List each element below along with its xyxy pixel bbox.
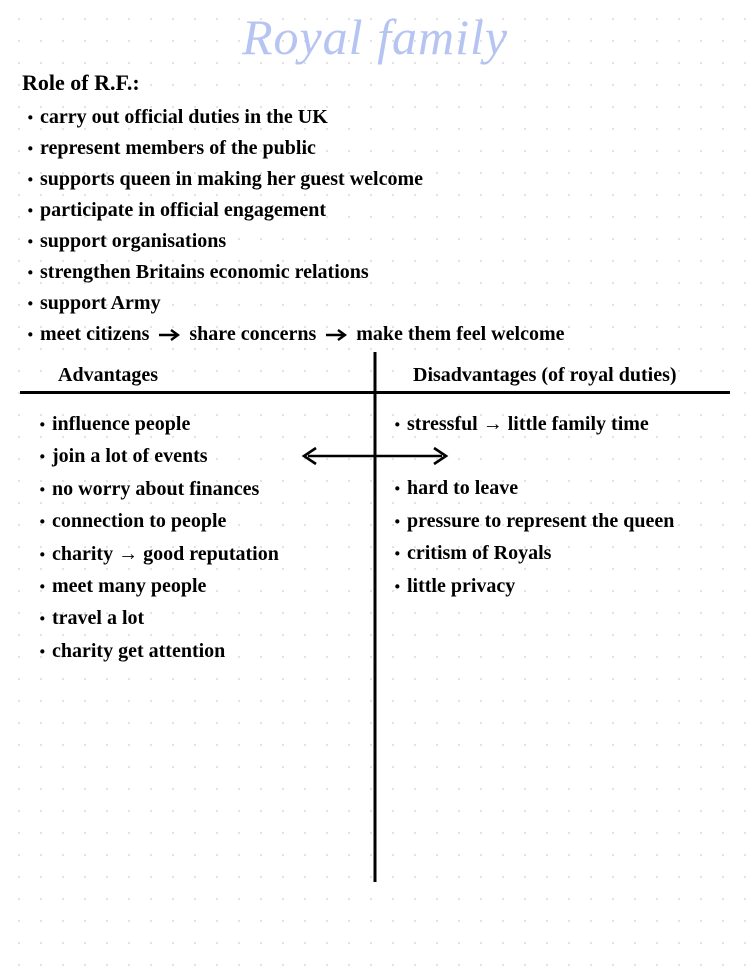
role-item: strengthen Britains economic relations <box>26 257 730 288</box>
advantage-item: connection to people <box>38 505 363 537</box>
role-item: carry out official duties in the UK <box>26 102 730 133</box>
arrow-right-icon <box>158 329 180 341</box>
advantage-item: charity get attention <box>38 635 363 667</box>
advantage-item: travel a lot <box>38 602 363 634</box>
advantage-item: no worry about finances <box>38 473 363 505</box>
disadvantage-item: stressful → little family time <box>393 408 718 440</box>
role-item: participate in official engagement <box>26 195 730 226</box>
roles-list: carry out official duties in the UK repr… <box>26 102 730 350</box>
disadvantages-header: Disadvantages (of royal duties) <box>375 364 730 387</box>
advantage-item: charity → good reputation <box>38 538 363 570</box>
role-item: supports queen in making her guest welco… <box>26 164 730 195</box>
page-title: Royal family <box>20 8 730 66</box>
role-item: represent members of the public <box>26 133 730 164</box>
disadvantage-item: hard to leave <box>393 472 718 504</box>
advantage-item: influence people <box>38 408 363 440</box>
roles-heading: Role of R.F.: <box>22 70 730 96</box>
flow-part-c: make them feel welcome <box>356 323 564 345</box>
disadvantage-item: little privacy <box>393 570 718 602</box>
flow-part-a: meet citizens <box>40 323 149 345</box>
disadvantages-column: stressful → little family time hard to l… <box>375 394 730 874</box>
table-vertical-line <box>374 352 377 882</box>
disadvantage-item: critism of Royals <box>393 537 718 569</box>
role-item: support organisations <box>26 226 730 257</box>
double-arrow-icon <box>300 446 450 466</box>
pros-cons-table: Advantages Disadvantages (of royal dutie… <box>20 364 730 874</box>
flow-part-b: share concerns <box>189 323 316 345</box>
advantages-column: influence people join a lot of events no… <box>20 394 375 874</box>
disadvantage-item: pressure to represent the queen <box>393 505 718 537</box>
advantages-header: Advantages <box>20 364 375 387</box>
arrow-right-icon <box>325 329 347 341</box>
advantage-item: meet many people <box>38 570 363 602</box>
role-item-flow: meet citizens share concerns make them f… <box>26 319 730 350</box>
role-item: support Army <box>26 288 730 319</box>
